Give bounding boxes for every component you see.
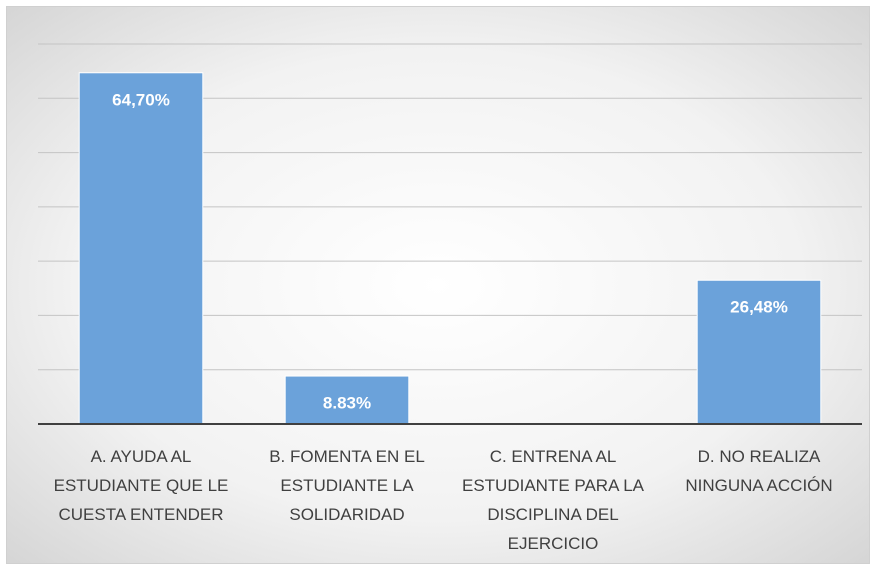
x-tick-label: A. AYUDA AL ESTUDIANTE QUE LE CUESTA ENT… [53,447,229,524]
bar [284,375,410,425]
x-tick-label: B. FOMENTA EN EL ESTUDIANTE LA SOLIDARID… [269,447,425,524]
bar [696,279,822,425]
data-label: 8.83% [323,394,371,413]
data-label: 26,48% [730,298,788,317]
x-tick-label: C. ENTRENA AL ESTUDIANTE PARA LA DISCIPL… [461,447,644,553]
bar [78,72,204,425]
data-label: 64,70% [112,90,170,109]
x-tick-label: D. NO REALIZA NINGUNA ACCIÓN [685,447,833,495]
